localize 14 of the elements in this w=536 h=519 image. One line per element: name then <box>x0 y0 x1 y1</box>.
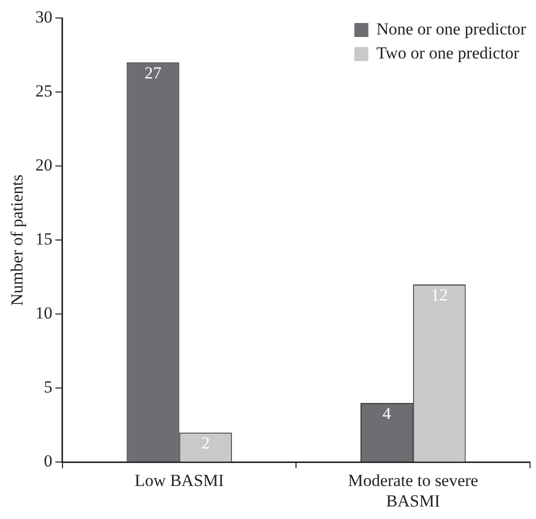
data-label: 4 <box>382 404 392 423</box>
x-tick-label: Moderate to severe BASMI <box>348 470 478 510</box>
y-tick-label: 5 <box>44 378 52 397</box>
data-label: 27 <box>144 63 162 82</box>
y-tick-label: 25 <box>35 82 52 100</box>
y-axis-title: Number of patients <box>8 174 27 306</box>
x-tick-label: Low BASMI <box>134 470 224 490</box>
y-tick-label: 30 <box>35 7 52 26</box>
legend-label: Two or one predictor <box>376 43 520 62</box>
y-tick-label: 0 <box>44 452 52 471</box>
y-tick-label: 10 <box>35 304 52 323</box>
legend-label: None or one predictor <box>376 19 526 38</box>
y-tick-label: 15 <box>35 230 52 249</box>
y-tick-label: 20 <box>35 156 52 175</box>
